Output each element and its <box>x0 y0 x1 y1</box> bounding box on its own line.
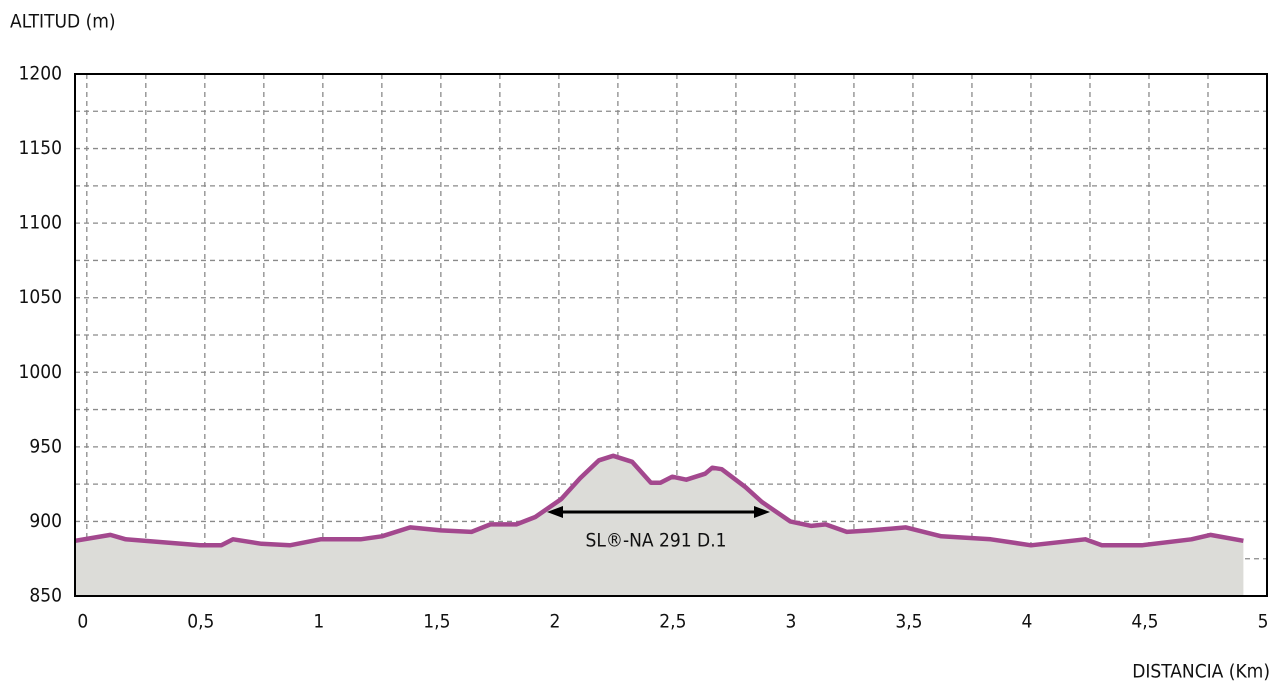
x-tick-label: 0,5 <box>187 611 214 633</box>
x-axis-label: DISTANCIA (Km) <box>1132 661 1270 683</box>
y-tick-label: 1200 <box>19 63 63 85</box>
x-tick-label: 1,5 <box>423 611 450 633</box>
y-tick-label: 1050 <box>19 286 63 308</box>
x-tick-label: 5 <box>1258 611 1269 633</box>
x-tick-label: 0 <box>77 611 88 633</box>
x-tick-label: 2,5 <box>659 611 686 633</box>
arrow-head <box>547 506 563 518</box>
y-tick-label: 850 <box>29 585 62 607</box>
y-tick-label: 1150 <box>19 137 63 159</box>
x-tick-label: 3 <box>785 611 796 633</box>
elevation-line <box>74 453 1244 548</box>
x-tick-label: 4 <box>1022 611 1033 633</box>
y-axis-label: ALTITUD (m) <box>10 11 116 33</box>
x-tick-label: 4,5 <box>1131 611 1158 633</box>
y-tick-label: 1100 <box>19 212 63 234</box>
x-tick-label: 1 <box>313 611 324 633</box>
y-tick-label: 900 <box>29 510 62 532</box>
plot-frame <box>74 73 1268 597</box>
y-tick-label: 1000 <box>19 361 63 383</box>
area <box>75 455 1244 596</box>
arrow-head <box>754 506 770 518</box>
x-tick-label: 3,5 <box>895 611 922 633</box>
y-tick-label: 950 <box>29 435 62 457</box>
x-tick-label: 2 <box>549 611 560 633</box>
annotation: SL®-NA 291 D.1 <box>585 530 726 552</box>
